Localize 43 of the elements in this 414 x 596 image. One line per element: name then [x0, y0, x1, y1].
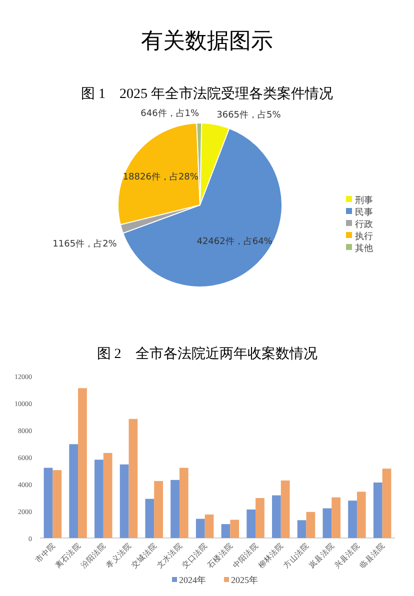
bar: [297, 520, 306, 538]
bar: [69, 444, 78, 538]
bar: [170, 480, 180, 538]
bar: [306, 512, 316, 538]
legend-label: 2024年: [179, 575, 206, 585]
data-label: 1165件，占2%: [52, 238, 118, 250]
bar: [78, 388, 87, 538]
legend-label: 执行: [355, 231, 373, 242]
data-label: 646件，占1%: [140, 108, 200, 120]
legend-label: 民事: [355, 207, 373, 218]
bar: [145, 498, 154, 538]
data-label: 18826件，占28%: [122, 171, 199, 182]
bar: [103, 452, 112, 538]
bar: [348, 500, 357, 538]
legend-label: 行政: [355, 219, 373, 230]
bar: [52, 470, 62, 538]
bar: [382, 468, 392, 538]
bar: [204, 514, 214, 538]
bar: [196, 518, 205, 538]
bar: [322, 508, 332, 538]
data-label: 42462件，占64%: [196, 236, 273, 248]
legend-label: 2025年: [231, 575, 258, 585]
bar: [154, 481, 163, 538]
bar: [256, 498, 264, 538]
bar: [332, 497, 340, 538]
chart-subtitle: 图 1 2025 年全市法院受理各类案件情况: [81, 85, 333, 102]
legend-label: 其他: [355, 243, 373, 254]
bar: [246, 510, 256, 538]
chart-title: 图 2 全市各法院近两年收案数情况: [96, 345, 318, 362]
bar: [221, 524, 230, 538]
bar: [120, 464, 129, 538]
chart-title: 有关数据图示: [141, 29, 273, 54]
bar: [44, 468, 53, 538]
bar: [272, 495, 281, 538]
bar: [280, 480, 290, 538]
bar: [128, 418, 138, 538]
legend-label: 刑事: [355, 195, 373, 206]
bar: [356, 492, 366, 538]
bar: [179, 468, 188, 538]
bar: [230, 520, 240, 538]
data-label: 3665件，占5%: [216, 110, 282, 121]
bar: [94, 460, 104, 538]
bar: [373, 482, 382, 538]
